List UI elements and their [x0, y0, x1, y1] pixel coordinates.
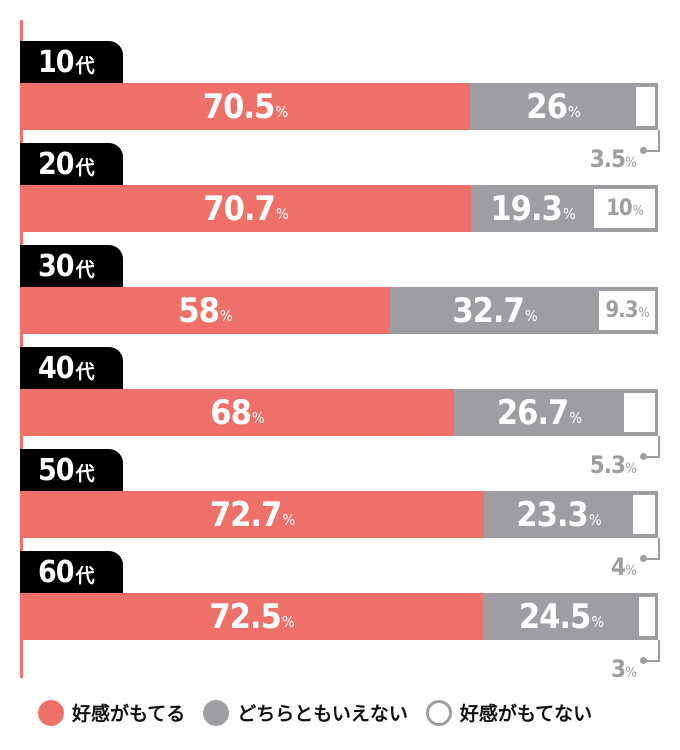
- callout-leader-icon: [640, 130, 660, 154]
- bar-segment-positive: 58%: [20, 287, 390, 334]
- bar-segment-positive: 72.7%: [20, 491, 484, 538]
- stacked-bar: 72.7% 23.3%: [20, 491, 658, 538]
- bar-segment-positive: 70.7%: [20, 185, 471, 232]
- age-group-label: 60 代: [20, 551, 123, 593]
- age-group-label: 50 代: [20, 449, 123, 491]
- legend-item-neutral: どちらともいえない: [203, 699, 408, 726]
- legend-item-positive: 好感がもてる: [38, 699, 185, 726]
- chart-row: 50 代 72.7% 23.3% 4%: [20, 449, 660, 589]
- callout-leader-icon: [640, 436, 660, 460]
- bar-segment-negative: [639, 593, 658, 640]
- legend-swatch-negative-icon: [425, 699, 452, 726]
- callout-leader-icon: [640, 640, 660, 664]
- negative-value-label: 5.3%: [589, 451, 637, 479]
- age-group-label: 30 代: [20, 245, 123, 287]
- bar-segment-neutral: 32.7%: [390, 287, 599, 334]
- legend-label: 好感がもてない: [459, 703, 593, 725]
- bar-segment-neutral: 19.3%: [471, 185, 594, 232]
- bar-segment-neutral: 26%: [470, 83, 636, 130]
- bar-segment-neutral: 24.5%: [483, 593, 639, 640]
- legend-item-negative: 好感がもてない: [425, 699, 593, 726]
- bar-segment-negative: [624, 389, 658, 436]
- bar-segment-positive: 70.5%: [20, 83, 470, 130]
- legend-label: どちらともいえない: [237, 703, 408, 725]
- legend: 好感がもてる どちらともいえない 好感がもてない: [38, 699, 610, 726]
- callout-leader-icon: [640, 538, 660, 562]
- bar-segment-negative: [633, 491, 658, 538]
- legend-swatch-neutral-icon: [203, 699, 230, 726]
- stacked-bar: 68% 26.7%: [20, 389, 658, 436]
- negative-value-label: 3%: [610, 655, 637, 683]
- bar-segment-negative: 10%: [594, 185, 658, 232]
- stacked-bar: 72.5% 24.5%: [20, 593, 658, 640]
- age-group-label: 10 代: [20, 41, 123, 83]
- chart-row: 30 代 58% 32.7% 9.3%: [20, 245, 660, 385]
- bar-segment-neutral: 23.3%: [484, 491, 633, 538]
- stacked-bar: 70.5% 26%: [20, 83, 658, 130]
- bar-segment-positive: 68%: [20, 389, 454, 436]
- legend-label: 好感がもてる: [72, 703, 186, 725]
- chart-row: 60 代 72.5% 24.5% 3%: [20, 551, 660, 691]
- bar-segment-positive: 72.5%: [20, 593, 483, 640]
- chart-row: 20 代 70.7% 19.3% 10%: [20, 143, 660, 283]
- negative-value-label: 3.5%: [589, 145, 637, 173]
- stacked-bar: 70.7% 19.3% 10%: [20, 185, 658, 232]
- bar-segment-negative: 9.3%: [599, 287, 658, 334]
- age-group-label: 40 代: [20, 347, 123, 389]
- stacked-bar: 58% 32.7% 9.3%: [20, 287, 658, 334]
- legend-swatch-positive-icon: [38, 699, 64, 726]
- bar-segment-neutral: 26.7%: [454, 389, 624, 436]
- age-group-label: 20 代: [20, 143, 123, 185]
- chart-row: 10 代 70.5% 26% 3.5%: [20, 41, 660, 181]
- negative-value-label: 4%: [610, 553, 637, 581]
- chart-row: 40 代 68% 26.7% 5.3%: [20, 347, 660, 487]
- bar-segment-negative: [636, 83, 658, 130]
